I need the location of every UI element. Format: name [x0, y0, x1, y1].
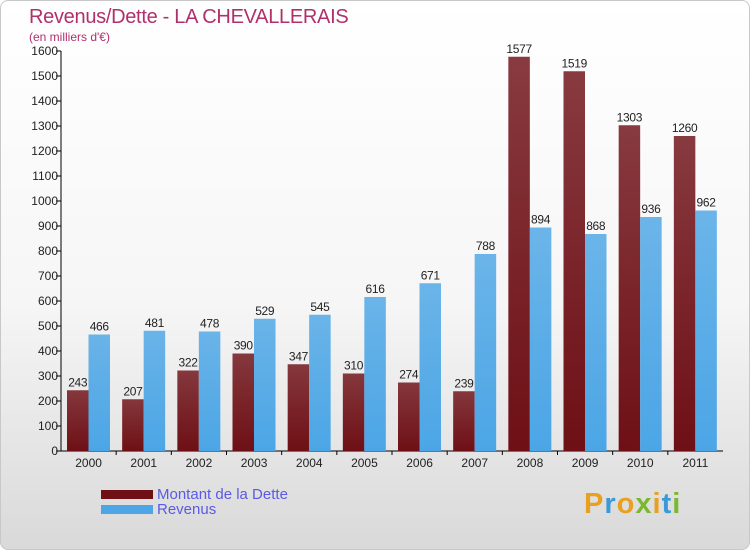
bar-revenue [695, 210, 717, 451]
data-label: 478 [200, 317, 220, 331]
y-tick-label: 1400 [31, 94, 58, 108]
bar-revenue [198, 331, 221, 451]
bar-debt [287, 364, 310, 451]
x-tick-label: 2006 [406, 456, 433, 470]
bar-debt [563, 71, 585, 451]
data-label: 207 [123, 384, 143, 398]
logo-letter: P [584, 488, 605, 520]
proxiti-logo: Proxiti [584, 488, 681, 521]
y-tick-label: 1600 [31, 44, 58, 58]
legend-swatch-revenue [101, 505, 153, 514]
bar-debt [232, 353, 254, 451]
data-label: 1260 [672, 121, 698, 135]
chart-title: Revenus/Dette - LA CHEVALLERAIS [29, 6, 349, 28]
y-tick-label: 600 [38, 294, 58, 308]
bar-revenue [364, 297, 386, 451]
data-label: 616 [366, 282, 386, 296]
legend-swatch-debt [101, 490, 153, 499]
y-tick-label: 400 [38, 344, 58, 358]
bar-revenue [419, 283, 441, 451]
legend-item-debt: Montant de la Dette [101, 487, 288, 502]
y-tick-label: 1100 [32, 169, 58, 183]
x-tick-label: 2000 [75, 456, 102, 470]
y-tick-label: 900 [38, 219, 58, 233]
bar-debt [177, 370, 199, 451]
x-tick-label: 2002 [186, 456, 213, 470]
x-tick-label: 2004 [296, 456, 323, 470]
y-tick-label: 1300 [31, 119, 58, 133]
y-tick-label: 1200 [31, 144, 58, 158]
y-tick-label: 1500 [31, 69, 58, 83]
bar-revenue [585, 234, 607, 451]
bar-revenue [474, 254, 497, 451]
bar-revenue [529, 227, 552, 451]
y-tick-label: 800 [38, 244, 58, 258]
data-label: 545 [310, 300, 330, 314]
data-label: 322 [179, 356, 199, 370]
bar-revenue [640, 217, 662, 451]
y-tick-label: 700 [38, 269, 58, 283]
data-label: 1577 [506, 42, 532, 56]
bar-revenue [88, 334, 110, 451]
legend-label-revenue: Revenus [157, 501, 217, 518]
logo-letter: i [672, 488, 682, 520]
y-tick-label: 300 [38, 369, 58, 383]
x-tick-label: 2005 [351, 456, 378, 470]
logo-letter: t [661, 488, 673, 520]
bar-debt [398, 382, 420, 451]
bar-debt [122, 399, 144, 451]
data-label: 243 [68, 375, 88, 389]
data-label: 239 [454, 376, 474, 390]
data-label: 466 [90, 320, 110, 334]
bar-revenue [254, 318, 276, 451]
x-tick-label: 2001 [130, 456, 157, 470]
logo-letter: r [604, 488, 617, 520]
data-label: 390 [234, 339, 254, 353]
data-label: 962 [697, 196, 717, 210]
data-label: 1519 [562, 56, 588, 70]
x-tick-label: 2007 [461, 456, 488, 470]
data-label: 788 [476, 239, 496, 253]
chart-subtitle: (en milliers d'€) [29, 30, 110, 44]
legend: Montant de la Dette Revenus [101, 487, 288, 517]
y-tick-label: 0 [51, 444, 58, 458]
data-label: 1303 [617, 110, 643, 124]
data-label: 936 [641, 202, 661, 216]
legend-item-revenue: Revenus [101, 502, 288, 517]
data-label: 310 [344, 359, 364, 373]
x-tick-label: 2003 [241, 456, 268, 470]
y-tick-label: 500 [38, 319, 58, 333]
y-tick-label: 1000 [31, 194, 58, 208]
data-label: 529 [255, 304, 275, 318]
data-label: 274 [399, 368, 419, 382]
bar-debt [67, 390, 89, 451]
x-tick-label: 2011 [683, 456, 709, 470]
logo-letter: o [616, 488, 636, 520]
y-tick-label: 100 [38, 419, 58, 433]
data-label: 868 [586, 219, 606, 233]
data-label: 481 [145, 316, 165, 330]
x-tick-label: 2009 [572, 456, 599, 470]
y-tick-label: 200 [38, 394, 58, 408]
bar-debt [618, 125, 641, 451]
legend-label-debt: Montant de la Dette [157, 486, 288, 503]
data-label: 894 [531, 213, 551, 227]
bar-revenue [309, 314, 331, 451]
x-tick-label: 2010 [627, 456, 654, 470]
logo-letter: i [652, 488, 662, 520]
logo-letter: x [635, 488, 653, 520]
bar-debt [673, 136, 696, 451]
x-tick-label: 2008 [517, 456, 544, 470]
bar-debt [508, 56, 530, 451]
data-label: 347 [289, 349, 309, 363]
bar-debt [342, 373, 365, 451]
bar-revenue [143, 330, 166, 451]
data-label: 671 [421, 268, 441, 282]
bar-debt [453, 391, 475, 451]
